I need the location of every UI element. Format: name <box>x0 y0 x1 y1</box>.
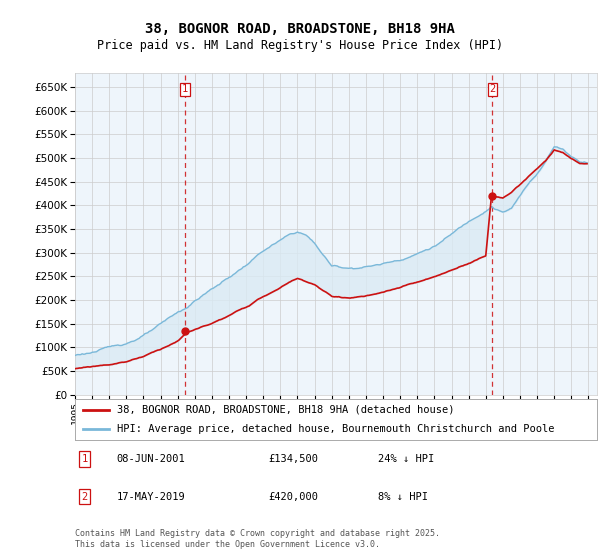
Text: 38, BOGNOR ROAD, BROADSTONE, BH18 9HA: 38, BOGNOR ROAD, BROADSTONE, BH18 9HA <box>145 22 455 36</box>
Text: Price paid vs. HM Land Registry's House Price Index (HPI): Price paid vs. HM Land Registry's House … <box>97 39 503 52</box>
Text: 8% ↓ HPI: 8% ↓ HPI <box>378 492 428 502</box>
Text: 17-MAY-2019: 17-MAY-2019 <box>117 492 185 502</box>
Text: 1: 1 <box>81 454 88 464</box>
Text: Contains HM Land Registry data © Crown copyright and database right 2025.
This d: Contains HM Land Registry data © Crown c… <box>75 529 440 549</box>
Text: HPI: Average price, detached house, Bournemouth Christchurch and Poole: HPI: Average price, detached house, Bour… <box>117 423 554 433</box>
Text: 2: 2 <box>489 84 496 94</box>
Text: 08-JUN-2001: 08-JUN-2001 <box>117 454 185 464</box>
Text: 2: 2 <box>81 492 88 502</box>
Text: 1: 1 <box>182 84 188 94</box>
Text: 24% ↓ HPI: 24% ↓ HPI <box>378 454 434 464</box>
Text: 38, BOGNOR ROAD, BROADSTONE, BH18 9HA (detached house): 38, BOGNOR ROAD, BROADSTONE, BH18 9HA (d… <box>117 405 454 415</box>
Text: £420,000: £420,000 <box>268 492 318 502</box>
Text: £134,500: £134,500 <box>268 454 318 464</box>
